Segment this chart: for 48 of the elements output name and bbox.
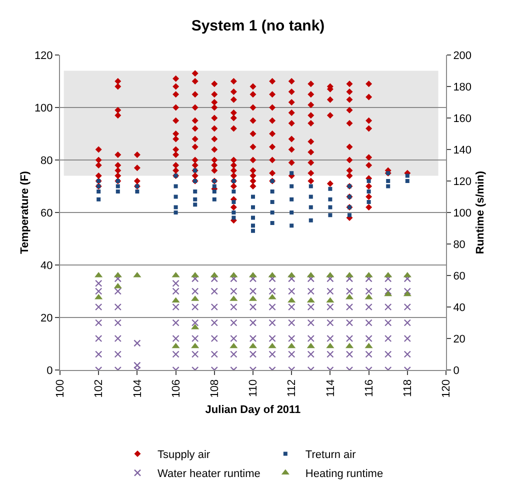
x-tick-label: 104 bbox=[132, 379, 144, 398]
y-tick-label: 120 bbox=[34, 50, 53, 62]
y2-axis-title: Runtime (s/min) bbox=[474, 170, 486, 254]
x-tick-label: 102 bbox=[93, 379, 106, 398]
point bbox=[191, 324, 200, 330]
y2-tick-label: 0 bbox=[453, 364, 460, 377]
legend-label: Tsupply air bbox=[158, 449, 210, 462]
x-tick-label: 112 bbox=[286, 379, 298, 397]
point bbox=[384, 290, 392, 296]
y-tick-label: 0 bbox=[46, 364, 53, 377]
y2-tick-label: 140 bbox=[453, 144, 472, 156]
point bbox=[268, 342, 276, 348]
point bbox=[306, 342, 315, 348]
x-tick-label: 118 bbox=[402, 379, 414, 397]
y2-tick-label: 20 bbox=[453, 333, 466, 346]
legend-label: Treturn air bbox=[305, 449, 356, 462]
y-tick-label: 60 bbox=[40, 207, 53, 220]
x-tick-label: 100 bbox=[54, 379, 67, 398]
x-tick-label: 108 bbox=[208, 379, 221, 398]
y-axis-title: Temperature (F) bbox=[19, 170, 31, 254]
y2-tick-label: 40 bbox=[453, 302, 466, 314]
point bbox=[364, 342, 373, 348]
x-tick-label: 116 bbox=[363, 379, 376, 397]
chart-title: System 1 (no tank) bbox=[191, 17, 325, 34]
legend-label: Water heater runtime bbox=[158, 468, 260, 480]
y-tick-label: 80 bbox=[40, 154, 53, 167]
y-tick-label: 20 bbox=[40, 312, 53, 324]
legend-label: Heating runtime bbox=[305, 468, 384, 480]
y2-tick-label: 80 bbox=[453, 238, 466, 251]
x-tick-label: 106 bbox=[170, 379, 182, 398]
point bbox=[172, 342, 180, 348]
y-tick-label: 100 bbox=[34, 102, 53, 114]
x-tick-label: 110 bbox=[248, 379, 260, 397]
y-tick-label: 40 bbox=[40, 260, 53, 272]
y2-tick-label: 200 bbox=[453, 50, 472, 62]
point bbox=[326, 342, 334, 348]
x-axis-title: Julian Day of 2011 bbox=[205, 404, 301, 416]
y2-tick-label: 100 bbox=[453, 207, 472, 220]
point bbox=[288, 342, 296, 348]
x-tick-label: 120 bbox=[440, 379, 453, 398]
x-tick-label: 114 bbox=[324, 379, 337, 397]
y2-tick-label: 120 bbox=[453, 176, 472, 188]
point bbox=[191, 342, 200, 348]
y2-tick-label: 180 bbox=[453, 81, 472, 94]
point bbox=[230, 342, 238, 348]
point bbox=[403, 290, 412, 296]
y2-tick-label: 160 bbox=[453, 112, 472, 125]
y2-tick-label: 60 bbox=[453, 270, 466, 282]
